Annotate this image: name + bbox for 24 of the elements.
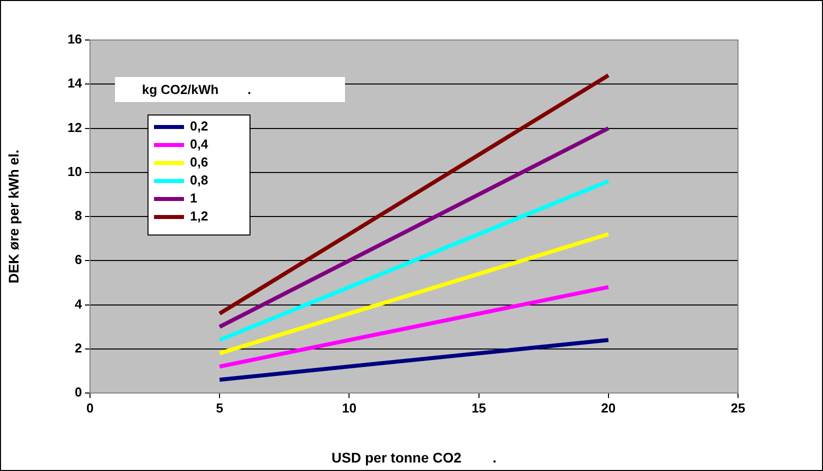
y-tick-label: 6 (74, 252, 82, 268)
legend-label: 0,4 (190, 136, 209, 152)
legend-label: 0,6 (190, 154, 208, 170)
x-tick-label: 5 (216, 400, 224, 416)
x-tick-label: 10 (342, 400, 356, 416)
y-tick-label: 0 (74, 384, 82, 400)
x-tick-label: 0 (86, 400, 94, 416)
y-tick-label: 16 (68, 32, 82, 47)
legend-label: 1 (190, 190, 198, 206)
x-tick-label: 15 (472, 400, 486, 416)
y-tick-label: 8 (74, 208, 82, 224)
x-tick-label: 20 (601, 400, 616, 416)
y-axis-title: DEK øre per kWh el. (5, 150, 22, 284)
y-tick-label: 10 (68, 164, 82, 179)
legend-label: 0,2 (190, 118, 208, 134)
x-tick-label: 25 (730, 400, 746, 416)
legend-title-box: kg CO2/kWh . (115, 77, 345, 102)
y-tick-label: 12 (68, 120, 82, 135)
x-axis-title: USD per tonne CO2 . (332, 449, 496, 466)
legend-label: 1,2 (190, 208, 208, 224)
y-tick-label: 14 (68, 76, 83, 91)
legend-label: 0,8 (190, 172, 208, 188)
y-tick-label: 4 (74, 296, 83, 312)
y-tick-label: 2 (74, 340, 82, 356)
